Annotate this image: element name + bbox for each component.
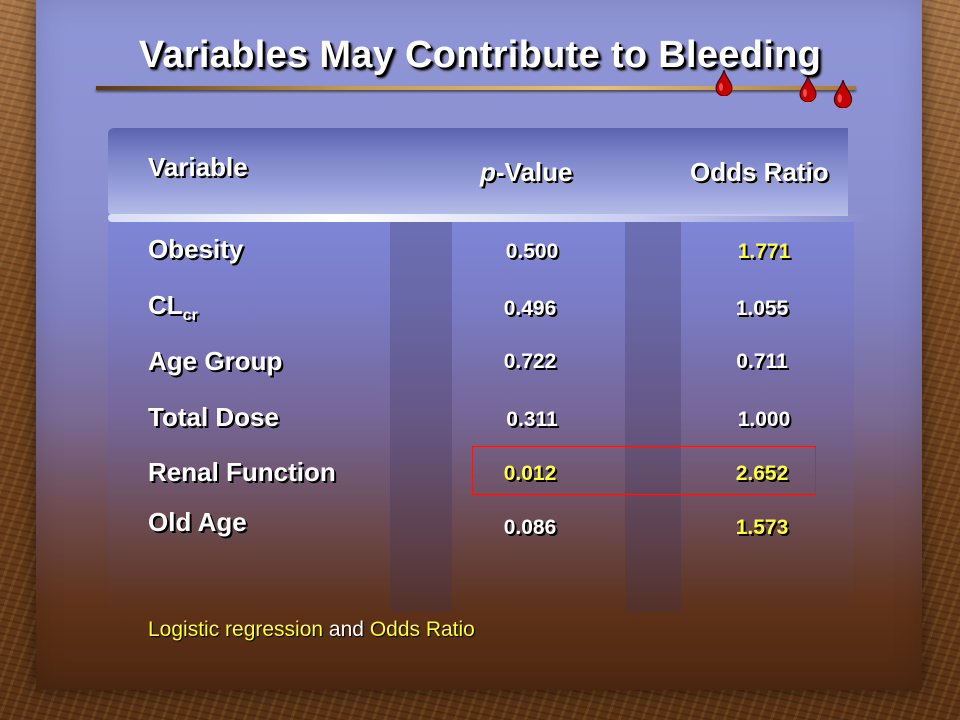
footnote-part2: and <box>323 618 370 641</box>
odds-ratio-old-age: 1.573 <box>735 516 789 539</box>
title-underline <box>96 86 856 90</box>
odds-ratio-obesity: 1.771 <box>737 240 791 263</box>
blood-drop-icon <box>833 80 853 108</box>
footnote-part3: Odds Ratio <box>369 618 475 641</box>
odds-ratio-clcr: 1.055 <box>735 297 789 320</box>
row-label-total-dose: Total Dose <box>148 402 279 432</box>
header-p-rest: -Value <box>495 157 573 187</box>
header-variable: Variable <box>148 152 248 182</box>
p-value-age-group: 0.722 <box>503 350 557 373</box>
odds-ratio-total-dose: 1.000 <box>737 408 791 431</box>
p-value-obesity: 0.500 <box>505 240 559 263</box>
p-value-old-age: 0.086 <box>503 516 557 539</box>
p-value-total-dose: 0.311 <box>506 408 558 431</box>
p-value-renal-function: 0.012 <box>503 462 557 485</box>
blood-drop-icon <box>799 76 817 102</box>
footnote-part1: Logistic regression <box>148 618 324 641</box>
footnote: Logistic regression and Odds Ratio <box>148 618 475 642</box>
row-label-renal-function: Renal Function <box>148 457 336 487</box>
header-odds-ratio: Odds Ratio <box>690 157 829 187</box>
column-divider <box>625 222 681 612</box>
odds-ratio-age-group: 0.711 <box>736 350 788 373</box>
clcr-sub: cr <box>182 307 198 324</box>
row-label-obesity: Obesity <box>148 234 244 264</box>
clcr-main: CL <box>148 290 183 320</box>
slide-title: Variables May Contribute to Bleeding <box>138 34 822 76</box>
odds-ratio-renal-function: 2.652 <box>735 462 789 485</box>
row-label-old-age: Old Age <box>148 507 247 537</box>
header-p-italic: p <box>480 157 496 187</box>
highlight-box <box>472 446 816 495</box>
column-divider <box>390 222 452 612</box>
blood-drop-icon <box>715 70 733 96</box>
row-label-clcr: CLcr <box>148 290 198 325</box>
header-p-value: p-Value <box>480 157 572 188</box>
row-label-age-group: Age Group <box>148 346 283 376</box>
p-value-clcr: 0.496 <box>503 297 557 320</box>
table-body-background <box>108 222 854 612</box>
table-header-bar <box>108 128 868 222</box>
